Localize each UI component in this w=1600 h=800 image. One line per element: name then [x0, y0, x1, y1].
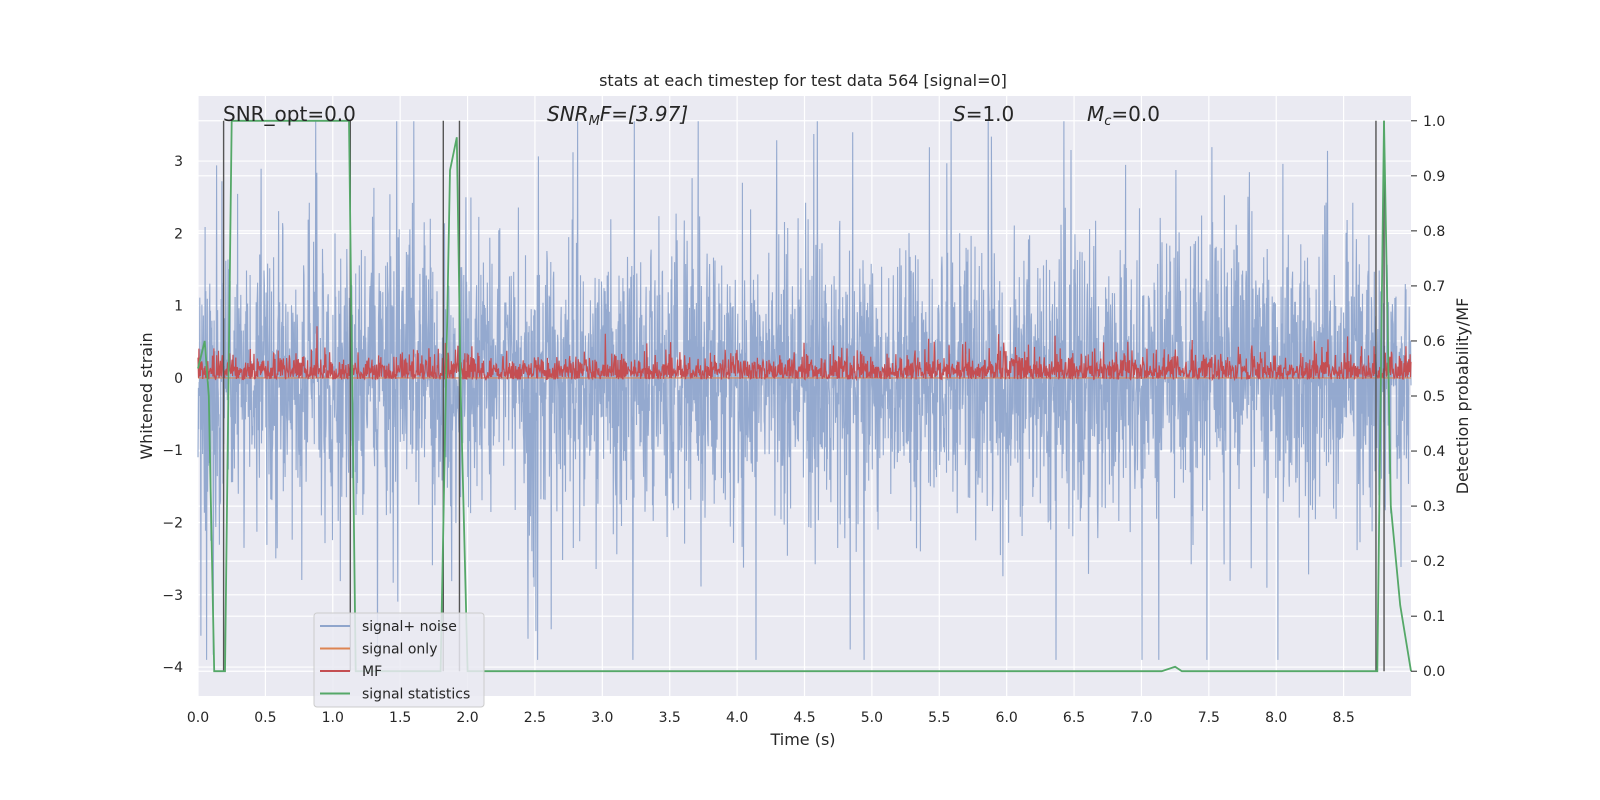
y-right-tick-label: 0.6 [1423, 334, 1445, 350]
x-tick-label: 3.5 [659, 710, 681, 726]
x-axis-label: Time (s) [769, 730, 835, 749]
y-left-axis-ticks: 3 2 1 0 −1 −2 −3 −4 [162, 154, 183, 676]
s-main: S [953, 102, 966, 126]
x-tick-label: 7.5 [1198, 710, 1220, 726]
y-left-tick-label: 3 [174, 154, 183, 170]
y-right-tick-label: 0.2 [1423, 554, 1445, 570]
x-tick-label: 4.5 [793, 710, 815, 726]
snr-mf-main: SNR [547, 102, 589, 126]
y-right-tick-label: 1.0 [1423, 114, 1445, 130]
y-right-tick-label: 0.3 [1423, 499, 1445, 515]
mc-main: M [1087, 102, 1104, 126]
y-right-tick-label: 0.5 [1423, 389, 1445, 405]
y-right-tick-label: 0.4 [1423, 444, 1445, 460]
y-right-tick-label: 0.0 [1423, 664, 1445, 680]
s-rest: =1.0 [966, 102, 1015, 126]
y-axis-label-left: Whitened strain [137, 332, 156, 459]
y-left-tick-label: 1 [174, 299, 183, 315]
y-right-tick-label: 0.1 [1423, 609, 1445, 625]
y-right-tick-label: 0.8 [1423, 224, 1445, 240]
y-left-tick-label: 0 [174, 371, 183, 387]
x-tick-label: 0.5 [254, 710, 276, 726]
mc-rest: =0.0 [1111, 102, 1160, 126]
x-tick-label: 5.0 [861, 710, 883, 726]
y-right-axis-ticks: 1.0 0.9 0.8 0.7 0.6 0.5 0.4 0.3 0.2 0.1 0.0 [1411, 114, 1445, 680]
x-tick-label: 8.5 [1332, 710, 1354, 726]
x-tick-label: 5.5 [928, 710, 950, 726]
snr-mf-annotation: SNRMF=[3.97] [547, 102, 688, 129]
y-left-tick-label: 2 [174, 226, 183, 242]
x-tick-label: 2.0 [456, 710, 478, 726]
mc-annotation: Mc=0.0 [1087, 102, 1160, 129]
mc-sub: c [1104, 114, 1111, 129]
x-tick-label: 3.0 [591, 710, 613, 726]
vertical-markers [222, 120, 1385, 672]
mf-series [197, 326, 1412, 382]
x-tick-label: 8.0 [1265, 710, 1287, 726]
x-tick-label: 6.0 [996, 710, 1018, 726]
x-axis-ticks: 0.0 0.5 1.0 1.5 2.0 2.5 3.0 3.5 4.0 4.5 5.0 5.5 6.0 6… [187, 710, 1355, 726]
legend-label: signal+ noise [362, 619, 457, 635]
x-tick-label: 7.0 [1130, 710, 1152, 726]
x-tick-label: 0.0 [187, 710, 209, 726]
snr-mf-sub: M [589, 114, 600, 129]
x-tick-label: 4.0 [726, 710, 748, 726]
snr-opt-annotation: SNR_opt=0.0 [223, 102, 356, 126]
x-tick-label: 2.5 [524, 710, 546, 726]
y-left-tick-label: −1 [162, 443, 183, 459]
legend-label: MF [362, 664, 382, 680]
legend-label: signal only [362, 642, 437, 658]
y-left-tick-label: −2 [162, 516, 183, 532]
x-tick-label: 1.5 [389, 710, 411, 726]
legend-box [313, 612, 485, 708]
s-annotation: S=1.0 [953, 102, 1014, 126]
legend-label: signal statistics [362, 687, 470, 703]
legend: signal+ noise signal only MF signal statist… [313, 612, 485, 708]
signal-statistics-series [197, 119, 1412, 673]
x-tick-label: 1.0 [322, 710, 344, 726]
y-right-tick-label: 0.9 [1423, 169, 1445, 185]
chart-title: stats at each timestep for test data 564… [599, 71, 1007, 90]
mf-line [197, 326, 1412, 382]
y-left-tick-label: −4 [162, 660, 183, 676]
y-left-tick-label: −3 [162, 588, 183, 604]
x-tick-label: 6.5 [1063, 710, 1085, 726]
y-axis-label-right: Detection probability/MF [1453, 298, 1472, 495]
snr-mf-rest: F=[3.97] [600, 102, 688, 126]
signal-statistics-line [197, 119, 1412, 673]
y-right-tick-label: 0.7 [1423, 279, 1445, 295]
